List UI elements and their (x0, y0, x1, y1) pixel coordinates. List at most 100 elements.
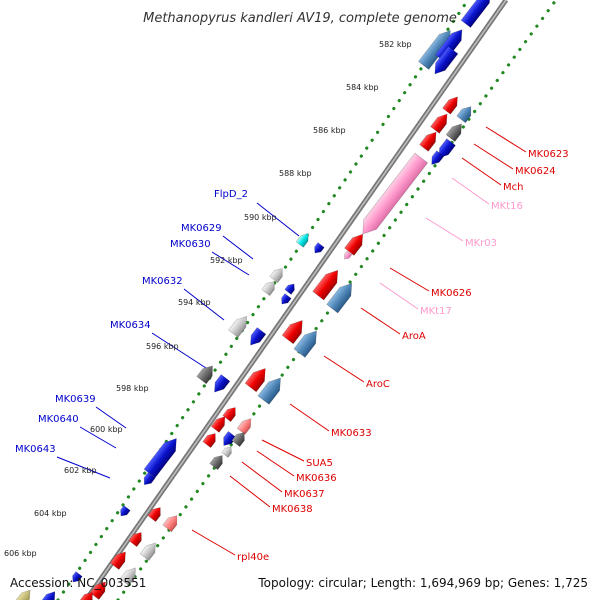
forward-gene (109, 551, 126, 570)
pseudo-gene (228, 315, 248, 338)
pseudo-gene (261, 281, 275, 297)
leader-line (473, 143, 514, 170)
leader-line (360, 307, 401, 335)
gene-label-left: MK0639 (55, 394, 96, 405)
leader-line (191, 529, 236, 556)
leader-line (261, 439, 305, 462)
forward-gene (210, 416, 226, 433)
gene-label-right: MKr03 (465, 238, 497, 249)
reverse-gene (284, 283, 295, 295)
reverse-gene (314, 242, 325, 254)
tick-label: 590 kbp (244, 213, 277, 222)
forward-gene (419, 131, 437, 152)
tick-label: 582 kbp (379, 40, 412, 49)
gene-label-right: MK0638 (272, 504, 313, 515)
gene-label-right: MK0633 (331, 428, 372, 439)
tick-label: 602 kbp (64, 466, 97, 475)
pseudo-gene (269, 268, 283, 284)
forward-gene (147, 507, 161, 523)
accession-text: Accession: NC_003551 (10, 576, 146, 590)
leader-line (256, 202, 300, 237)
tick-label: 588 kbp (279, 169, 312, 178)
gene-label-left: MK0640 (38, 414, 79, 425)
reverse-gene (431, 150, 445, 165)
leader-line (425, 217, 464, 242)
tick-label: 584 kbp (346, 83, 379, 92)
forward-gene (430, 113, 448, 134)
gene-label-right: Mch (503, 182, 523, 193)
gene-label-right: MKt16 (491, 201, 523, 212)
genome-backbone (83, 0, 509, 600)
leader-line (485, 126, 527, 153)
forward-gene (128, 532, 142, 548)
rna-gene (344, 250, 353, 260)
cyan-gene (295, 233, 309, 248)
leader-line (451, 177, 490, 205)
pseudo-gene (231, 432, 245, 448)
tick-label: 596 kbp (146, 342, 179, 351)
tick-label: 594 kbp (178, 298, 211, 307)
reverse-gene (460, 0, 491, 28)
tick-label: 586 kbp (313, 126, 346, 135)
gene-label-left: MK0629 (181, 223, 222, 234)
forward-gene (89, 581, 106, 600)
leader-line (379, 282, 419, 310)
pseudo-gene (221, 446, 232, 458)
leader-line (183, 288, 225, 321)
reverse-gene (120, 505, 131, 517)
tick-track-inner (56, 0, 470, 600)
reverse-gene (281, 293, 292, 305)
pseudo-gene (209, 455, 223, 471)
rna-gene (362, 152, 429, 235)
tick-labels: 582 kbp 584 kbp 586 kbp 588 kbp 590 kbp 592 k… (4, 40, 412, 558)
pseudo-gene (196, 365, 213, 385)
leader-line (241, 461, 283, 493)
gene-label-left: MK0630 (170, 239, 211, 250)
leader-line (256, 450, 295, 477)
gene-label-right: MK0636 (296, 473, 337, 484)
gene-label-right: AroC (366, 379, 390, 390)
steel-gene (326, 282, 353, 314)
gene-label-right: AroA (402, 331, 426, 342)
tick-label: 592 kbp (210, 256, 243, 265)
leader-line (79, 426, 117, 449)
reverse-gene (143, 472, 156, 486)
gene-label-right: SUA5 (306, 458, 333, 469)
steel-gene (456, 106, 472, 124)
gene-label-right: MK0637 (284, 489, 325, 500)
forward-gene (222, 407, 236, 423)
gene-label-right: MKt17 (420, 306, 452, 317)
pseudo-gene (119, 567, 136, 586)
forward-gene (236, 418, 252, 435)
gene-label-right: MK0624 (515, 166, 556, 177)
leader-line (222, 235, 254, 260)
reverse-gene (434, 46, 459, 75)
leader-line (229, 475, 271, 508)
gene-label-left: MK0632 (142, 276, 183, 287)
gene-label-left: FlpD_2 (214, 189, 248, 200)
tick-label: 598 kbp (116, 384, 149, 393)
gene-label-right: MK0626 (431, 288, 472, 299)
gene-label-right: MK0623 (528, 149, 569, 160)
topology-text: Topology: circular; Length: 1,694,969 bp… (257, 576, 588, 590)
gene-labels: FlpD_2 MK0629 MK0630 MK0632 MK0634 MK0639 MK06… (15, 149, 569, 563)
gene-label-right: rpl40e (237, 552, 269, 563)
forward-gene (202, 433, 216, 449)
leader-line (389, 267, 430, 292)
tick-track (56, 0, 558, 600)
leader-line (151, 332, 207, 369)
gene-label-left: MK0634 (110, 320, 151, 331)
steel-gene (257, 377, 281, 405)
leader-line (56, 456, 111, 479)
forward-gene (244, 368, 266, 393)
tick-label: 600 kbp (90, 425, 123, 434)
reverse-gene (72, 571, 83, 583)
tick-label: 604 kbp (34, 509, 67, 518)
gene-features (13, 0, 491, 600)
leader-line (211, 251, 250, 276)
reverse-gene (143, 438, 177, 479)
forward-gene (162, 515, 178, 533)
pseudo-gene (139, 542, 156, 561)
